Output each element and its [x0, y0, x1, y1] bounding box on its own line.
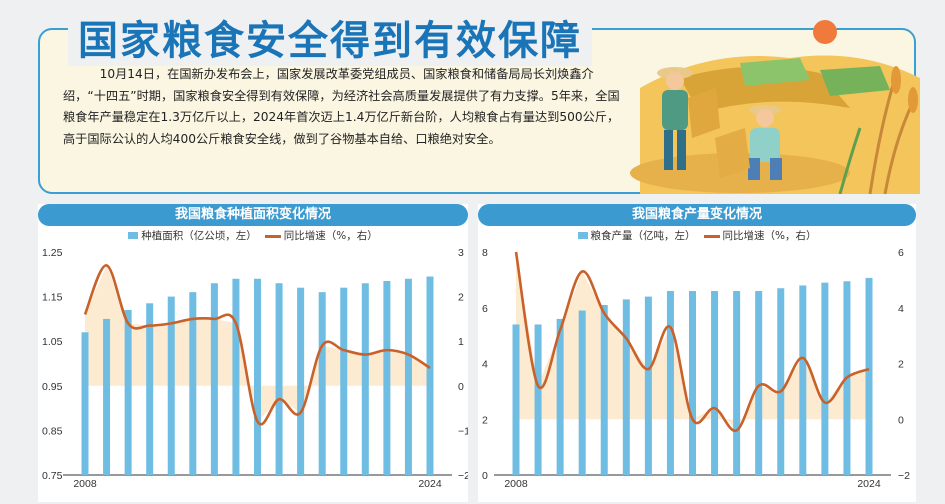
bar-2011 — [146, 303, 154, 475]
bar-2015 — [666, 291, 674, 475]
right-tick-label: −1 — [458, 425, 468, 437]
bar-2016 — [254, 278, 261, 475]
bar-2019 — [318, 292, 326, 475]
right-tick-label: 3 — [458, 247, 464, 259]
legend-left: 种植面积（亿公顷，左） 同比增速（%，右） — [38, 228, 468, 243]
bar-2019 — [755, 291, 763, 475]
bar-2012 — [167, 296, 175, 475]
right-tick-label: 0 — [458, 381, 464, 393]
legend-item-line: 同比增速（%，右） — [264, 228, 378, 243]
bar-2013 — [622, 299, 630, 475]
bar-2020 — [340, 287, 348, 475]
bar-2018 — [297, 287, 305, 475]
left-tick-label: 1.05 — [42, 336, 63, 348]
right-tick-label: −2 — [458, 470, 468, 482]
left-tick-label: 8 — [482, 247, 488, 259]
right-tick-label: 6 — [898, 247, 904, 259]
bar-2013 — [189, 292, 197, 475]
chart-title-left: 我国粮食种植面积变化情况 — [38, 204, 468, 226]
chart-title-right: 我国粮食产量变化情况 — [478, 204, 916, 226]
growth-rate-line — [83, 264, 431, 426]
bar-2009 — [534, 324, 542, 475]
farmer-right — [715, 105, 782, 180]
bar-2020 — [777, 288, 785, 475]
left-tick-label: 1.15 — [42, 292, 63, 304]
bar-2022 — [821, 282, 829, 475]
wheat-icon — [838, 66, 918, 194]
right-tick-label: 1 — [458, 336, 464, 348]
bar-2023 — [404, 278, 412, 475]
bar-2009 — [103, 318, 111, 475]
left-tick-label: 0.85 — [42, 425, 63, 437]
left-tick-label: 6 — [482, 303, 488, 315]
bar-2021 — [361, 283, 369, 475]
growth-rate-line — [514, 251, 870, 432]
chart-plot-right: 8 6 4 2 0 6 4 2 0 −2 2008 2024 — [482, 247, 910, 490]
x-tick-label: 2008 — [504, 478, 528, 490]
bar-2012 — [600, 304, 608, 475]
right-tick-label: 2 — [898, 359, 904, 371]
x-tick-label: 2008 — [73, 478, 97, 490]
right-tick-label: 2 — [458, 292, 464, 304]
chart-plot-left: 1.25 1.15 1.05 0.95 0.85 0.75 3 2 1 0 −1 −2 2008 2024 — [42, 247, 468, 490]
bar-2011 — [578, 310, 586, 475]
legend-right: 粮食产量（亿吨，左） 同比增速（%，右） — [478, 228, 916, 243]
bar-2021 — [799, 285, 807, 475]
left-tick-label: 0.75 — [42, 470, 63, 482]
bar-2024 — [426, 276, 434, 475]
left-tick-label: 1.25 — [42, 247, 63, 259]
page-title: 国家粮食安全得到有效保障 — [68, 8, 592, 66]
legend-item-line: 同比增速（%，右） — [703, 228, 816, 243]
x-tick-label: 2024 — [418, 478, 442, 490]
bar-2022 — [383, 280, 391, 475]
legend-item-bar: 粮食产量（亿吨，左） — [577, 228, 696, 243]
intro-paragraph: 10月14日，在国新办发布会上，国家发展改革委党组成员、国家粮食和储备局局长刘焕… — [63, 67, 620, 146]
bar-2024 — [865, 277, 873, 475]
bar-2018 — [733, 291, 741, 475]
farm-illustration — [630, 20, 920, 194]
left-tick-label: 4 — [482, 359, 488, 371]
chart-area-left: 我国粮食种植面积变化情况 种植面积（亿公顷，左） 同比增速（%，右） 1.25 1… — [38, 204, 468, 502]
legend-item-bar: 种植面积（亿公顷，左） — [128, 228, 257, 243]
bar-2014 — [210, 283, 218, 475]
left-tick-label: 2 — [482, 414, 488, 426]
bar-2008 — [512, 324, 520, 475]
bar-2017 — [275, 283, 283, 475]
left-tick-label: 0.95 — [42, 381, 63, 393]
bar-2017 — [711, 291, 719, 475]
right-tick-label: −2 — [898, 470, 910, 482]
bar-2008 — [81, 332, 89, 475]
right-tick-label: 4 — [898, 303, 904, 315]
bar-2015 — [232, 278, 240, 475]
farmer-left — [657, 67, 720, 170]
bar-2014 — [644, 296, 652, 475]
left-tick-label: 0 — [482, 470, 488, 482]
bar-2010 — [556, 318, 564, 475]
chart-area-right: 我国粮食产量变化情况 粮食产量（亿吨，左） 同比增速（%，右） 8 6 4 2 0 6 4 2… — [478, 204, 916, 502]
bar-2016 — [689, 291, 696, 475]
x-tick-label: 2024 — [857, 478, 881, 490]
right-tick-label: 0 — [898, 414, 904, 426]
bar-2010 — [124, 309, 132, 475]
